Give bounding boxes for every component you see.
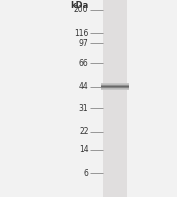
Text: 200: 200 [74,5,88,14]
Bar [101,86,129,87]
Text: 44: 44 [79,82,88,91]
Text: 22: 22 [79,127,88,137]
Bar [101,87,129,88]
Text: 6: 6 [84,169,88,178]
Bar [101,86,129,87]
Bar [101,85,129,86]
Text: kDa: kDa [70,1,88,10]
Bar [101,83,129,84]
Bar [101,88,129,89]
Bar [101,85,129,86]
Bar [101,84,129,85]
Bar [101,87,129,88]
Text: 66: 66 [79,59,88,68]
Bar [101,85,129,86]
Bar [103,0,127,197]
Bar [101,83,129,84]
Text: 97: 97 [79,39,88,48]
Bar [101,84,129,85]
Text: 14: 14 [79,145,88,154]
Bar [101,88,129,89]
Text: 31: 31 [79,104,88,113]
Text: 116: 116 [74,29,88,38]
Bar [101,87,129,88]
Bar [101,89,129,90]
Bar [101,89,129,90]
